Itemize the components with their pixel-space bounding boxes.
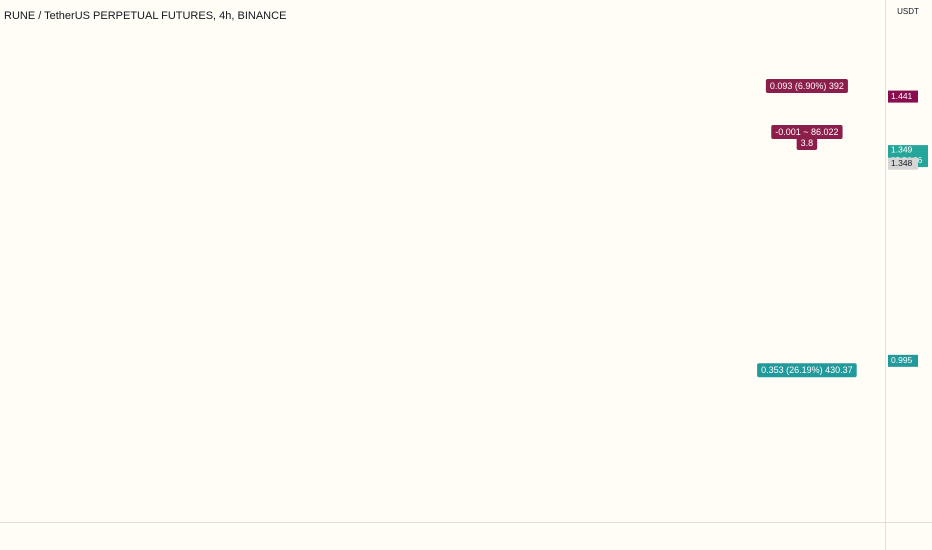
target-label: 0.353 (26.19%) 430.37 [761,365,853,375]
target-price-label-bg [888,354,918,367]
entry-label-bg [771,125,843,140]
ratio-label-bg [796,136,818,151]
chart-title: RUNE / TetherUS PERPETUAL FUTURES, 4h, B… [4,10,286,22]
stop-label-bg [765,78,848,93]
target-label-bg [757,363,857,378]
last-price-label: 1.349 [891,144,913,154]
target-price-label: 0.995 [891,355,913,365]
stop-label: 0.093 (6.90%) 392 [770,81,844,91]
stop-price-label: 1.441 [891,91,913,101]
prev-close-label: 1.348 [891,158,913,168]
y-axis-label: USDT [897,7,919,16]
ratio-label: 3.8 [801,138,814,148]
prev-close-label-bg [888,157,918,170]
stop-price-label-bg [888,90,918,103]
entry-label: -0.001 ~ 86.022 [775,127,838,137]
